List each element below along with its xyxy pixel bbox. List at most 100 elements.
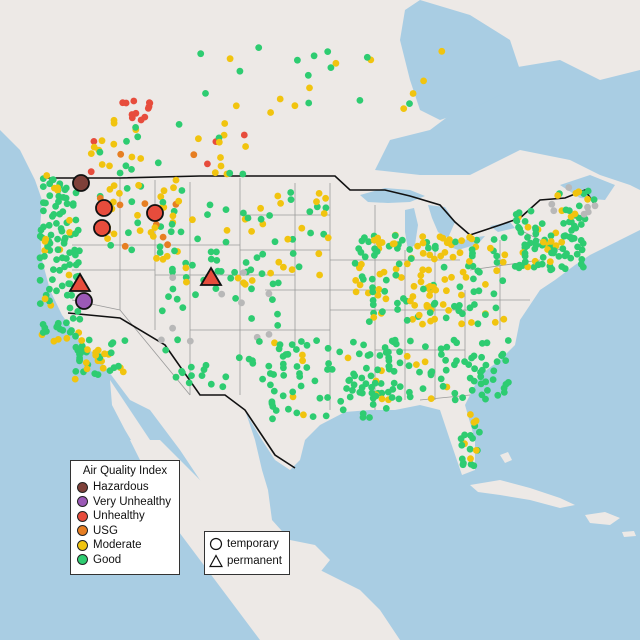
monitor-dot [316, 394, 324, 402]
monitor-dot [453, 357, 460, 365]
monitor-dot [162, 346, 170, 354]
monitor-dot [350, 338, 357, 346]
monitor-dot [376, 270, 384, 278]
monitor-dot [368, 275, 376, 283]
monitor-dot [352, 277, 360, 284]
monitor-dot [94, 346, 102, 354]
monitor-dot [300, 411, 307, 419]
monitor-dot [169, 274, 177, 281]
monitor-dot [63, 334, 71, 342]
monitor-dot [360, 341, 367, 349]
monitor-dot [359, 410, 367, 417]
monitor-dot [352, 288, 360, 296]
monitor-dot [451, 302, 458, 310]
monitor-dot [178, 187, 186, 194]
monitor-dot [409, 293, 417, 300]
monitor-dot [267, 381, 274, 389]
monitor-dot [248, 315, 256, 322]
monitor-dot [493, 267, 501, 275]
monitor-dot [458, 441, 466, 449]
good-swatch [77, 554, 88, 566]
monitor-dot [192, 291, 199, 299]
monitor-dot [419, 249, 427, 257]
monitor-dot [411, 302, 419, 309]
monitor-dot [532, 230, 540, 238]
monitor-dot [72, 216, 80, 224]
legend-label: Hazardous [93, 481, 149, 494]
monitor-dot [90, 138, 98, 145]
monitor-dot [453, 339, 460, 347]
monitor-dot [409, 316, 416, 323]
moderate-swatch [77, 539, 88, 551]
monitor-dot [232, 102, 240, 110]
monitor-dot [40, 207, 47, 215]
monitor-dot [289, 250, 297, 257]
monitor-dot [550, 247, 558, 255]
monitor-dot [200, 366, 208, 373]
monitor-dot [110, 230, 118, 238]
monitor-dot [474, 320, 482, 328]
monitor-dot [215, 138, 223, 146]
monitor-dot [47, 231, 55, 239]
monitor-dot [172, 373, 180, 381]
monitor-dot [466, 233, 473, 241]
temporary-monitor-marker [75, 292, 93, 310]
monitor-dot [452, 238, 459, 246]
monitor-dot [274, 279, 282, 287]
monitor-dot [584, 195, 591, 203]
monitor-dot [325, 360, 332, 367]
shape-legend-temporary: temporary [205, 535, 289, 552]
monitor-dot [269, 403, 277, 410]
monitor-dot [394, 306, 401, 313]
monitor-dot [151, 224, 159, 232]
monitor-dot [398, 236, 406, 244]
monitor-dot [289, 235, 297, 243]
monitor-dot [285, 405, 292, 413]
monitor-dot [482, 395, 489, 403]
monitor-dot [202, 90, 209, 97]
monitor-dot [382, 405, 390, 412]
monitor-dot [110, 119, 118, 127]
monitor-dot [122, 162, 130, 170]
monitor-dot [413, 361, 420, 368]
monitor-dot [267, 109, 274, 116]
monitor-dot [378, 395, 386, 403]
monitor-dot [560, 232, 568, 240]
monitor-dot [218, 290, 226, 298]
monitor-dot [65, 271, 73, 279]
monitor-dot [77, 346, 85, 354]
monitor-dot [478, 366, 486, 374]
monitor-dot [390, 379, 398, 387]
monitor-dot [445, 307, 452, 314]
monitor-dot [222, 238, 230, 246]
monitor-dot [53, 220, 60, 227]
country-borders [45, 175, 596, 469]
monitor-dot [442, 314, 450, 322]
monitor-dot [121, 242, 129, 250]
monitor-dot [472, 447, 480, 454]
monitor-dot [157, 193, 165, 201]
monitor-dot [168, 220, 176, 228]
lake-michigan [405, 208, 418, 250]
monitor-dot [206, 201, 214, 209]
monitor-dot [423, 301, 431, 309]
monitor-dot [240, 269, 248, 276]
monitor-dot [303, 364, 311, 371]
monitor-dot [66, 304, 74, 312]
hudson-bay [400, 0, 520, 120]
monitor-dot [106, 186, 114, 193]
monitor-dot [473, 236, 481, 244]
monitor-dot [478, 340, 486, 347]
monitor-dot [36, 276, 44, 284]
monitor-dot [415, 311, 423, 319]
monitor-dot [257, 204, 264, 212]
monitor-dot [313, 203, 321, 211]
legend-item-very-unhealthy: Very Unhealthy [71, 495, 179, 510]
monitor-dot [490, 236, 498, 243]
triangle-icon [209, 553, 223, 567]
monitor-dot [560, 220, 567, 227]
monitor-dot [98, 161, 106, 168]
monitor-dot [265, 331, 273, 338]
monitor-dot [134, 211, 141, 219]
monitor-dot [357, 248, 365, 256]
